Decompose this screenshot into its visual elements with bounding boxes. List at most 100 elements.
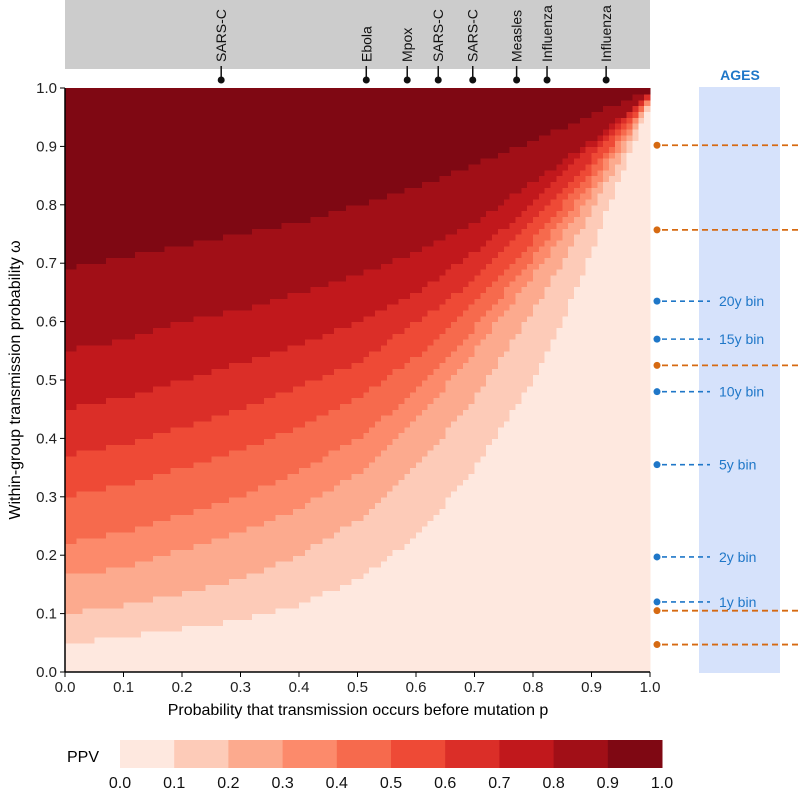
heatmap-cell xyxy=(129,397,136,445)
heatmap-cell xyxy=(135,88,142,253)
heatmap-cell xyxy=(626,117,634,124)
marker-dot xyxy=(602,76,610,84)
heatmap-cell xyxy=(492,88,499,159)
heatmap-cell xyxy=(123,339,130,399)
heatmap-cell xyxy=(351,438,359,475)
heatmap-cell xyxy=(427,450,435,521)
heatmap-cell xyxy=(620,128,628,136)
colorbar-tick-label: 0.6 xyxy=(434,775,456,792)
heatmap-cell xyxy=(509,304,517,340)
heatmap-cell xyxy=(146,88,154,253)
heatmap-cell xyxy=(263,228,271,305)
heatmap-cell xyxy=(65,350,72,410)
heatmap-cell xyxy=(556,193,563,212)
heatmap-cell xyxy=(217,625,224,673)
heatmap-cell xyxy=(392,333,400,369)
heatmap-cell xyxy=(345,274,353,329)
heatmap-cell xyxy=(375,269,382,311)
heatmap-cell xyxy=(111,636,119,673)
heatmap-cell xyxy=(275,561,283,609)
heatmap-cell xyxy=(603,210,610,673)
heatmap-cell xyxy=(152,432,160,475)
heatmap-cell xyxy=(369,566,376,673)
heatmap-cell xyxy=(187,380,195,428)
heatmap-cell xyxy=(293,473,300,510)
heatmap-cell xyxy=(293,344,300,387)
heatmap-cell xyxy=(246,309,253,364)
heatmap-cell xyxy=(199,239,206,317)
heatmap-cell xyxy=(193,88,201,241)
heatmap-cell xyxy=(515,234,522,258)
heatmap-cell xyxy=(217,502,224,539)
heatmap-cell xyxy=(497,204,505,229)
heatmap-cell xyxy=(363,269,370,317)
heatmap-cell xyxy=(246,572,253,621)
heatmap-cell xyxy=(410,537,417,673)
heatmap-cell xyxy=(211,315,218,369)
heatmap-cell xyxy=(369,426,376,463)
heatmap-cell xyxy=(293,607,300,673)
colorbar-tick-label: 0.8 xyxy=(542,775,564,792)
colorbar-tick-label: 0.1 xyxy=(163,775,185,792)
heatmap-cell xyxy=(217,239,224,317)
heatmap-cell xyxy=(310,216,318,288)
heatmap-cell xyxy=(199,461,206,510)
heatmap-cell xyxy=(111,566,119,609)
heatmap-cell xyxy=(609,198,616,673)
heatmap-cell xyxy=(445,356,452,381)
heatmap-cell xyxy=(299,467,306,510)
heatmap-cell xyxy=(275,298,283,352)
heatmap-cell xyxy=(386,263,394,305)
heatmap-cell xyxy=(193,239,201,317)
heatmap-cell xyxy=(609,123,616,130)
heatmap-cell xyxy=(620,152,628,171)
heatmap-cell xyxy=(117,607,125,638)
heatmap-cell xyxy=(609,175,616,200)
side-markers: 20y bin 15y bin 10y bin 5y bin 2y bin 1y bin xyxy=(653,141,800,649)
heatmap-cell xyxy=(205,461,212,510)
heatmap-cell xyxy=(111,607,119,638)
heatmap-cell xyxy=(386,339,394,375)
heatmap-cell xyxy=(258,613,265,673)
heatmap-cell xyxy=(591,175,598,188)
heatmap-cell xyxy=(269,520,277,568)
heatmap-cell xyxy=(375,385,382,422)
heatmap-cell xyxy=(492,158,499,212)
heatmap-cell xyxy=(497,298,505,317)
heatmap-cell xyxy=(88,263,95,346)
heatmap-cell xyxy=(117,339,125,399)
heatmap-cell xyxy=(135,479,142,527)
heatmap-cell xyxy=(351,362,359,399)
heatmap-cell xyxy=(199,374,206,422)
heatmap-cell xyxy=(573,216,581,235)
heatmap-cell xyxy=(88,572,95,609)
heatmap-cell xyxy=(310,339,318,381)
heatmap-cell xyxy=(416,461,423,533)
colorbar-swatch xyxy=(228,740,284,768)
heatmap-cell xyxy=(70,572,78,615)
heatmap-cell xyxy=(246,444,253,492)
heatmap-cell xyxy=(105,257,113,346)
heatmap-cell xyxy=(129,339,136,399)
heatmap-cell xyxy=(299,222,306,293)
heatmap-cell xyxy=(503,245,511,270)
heatmap-cell xyxy=(433,397,440,445)
heatmap-cell xyxy=(468,251,476,282)
heatmap-cell xyxy=(158,88,166,253)
heatmap-cell xyxy=(123,601,130,638)
heatmap-cell xyxy=(105,636,113,673)
heatmap-cell xyxy=(392,368,400,410)
heatmap-cell xyxy=(375,88,382,200)
heatmap-cell xyxy=(193,543,201,591)
heatmap-cell xyxy=(480,269,487,293)
heatmap-cell xyxy=(515,292,522,334)
y-tick-label: 0.8 xyxy=(36,197,57,214)
heatmap-cell xyxy=(433,88,440,183)
heatmap-cell xyxy=(380,88,388,200)
heatmap-cell xyxy=(310,596,318,673)
heatmap-cell xyxy=(258,526,265,574)
heatmap-cell xyxy=(269,298,277,352)
heatmap-cell xyxy=(316,543,323,597)
colorbar-tick-label: 0.0 xyxy=(109,775,131,792)
